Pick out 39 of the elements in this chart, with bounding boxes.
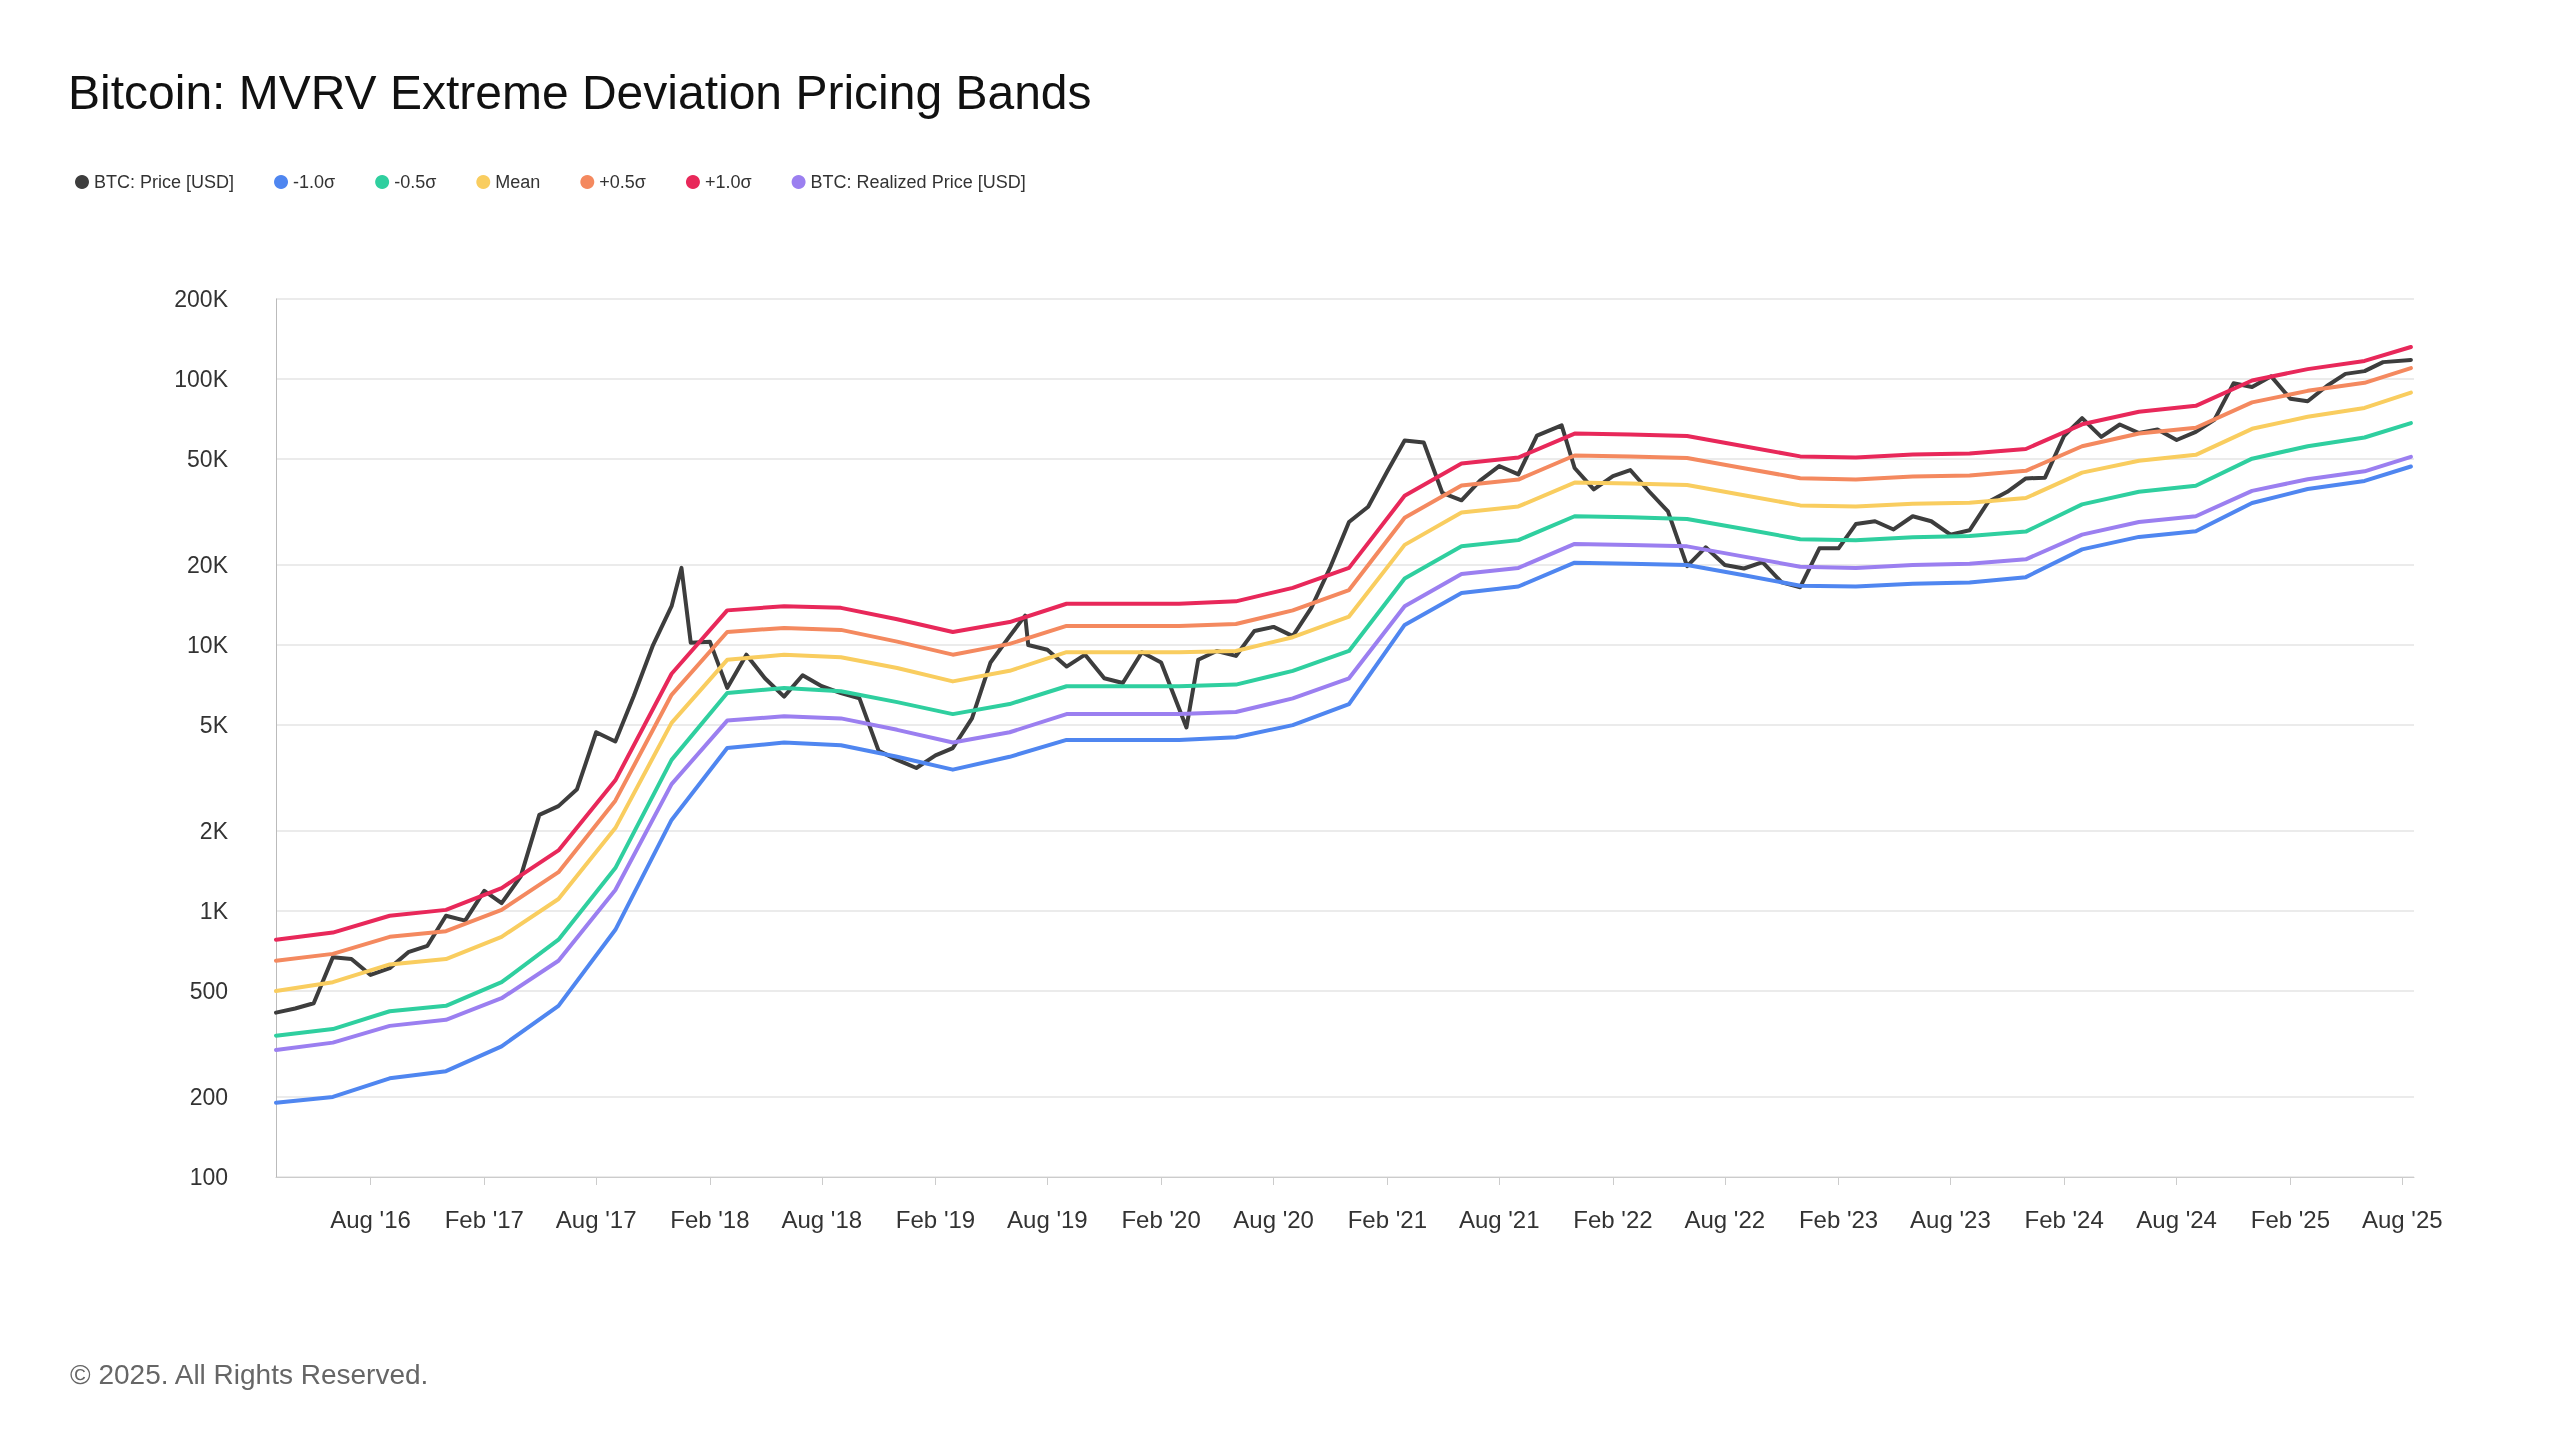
y-tick-label: 200 (189, 1083, 228, 1110)
y-tick-label: 100K (174, 366, 229, 393)
x-tick-label: Feb '22 (1573, 1205, 1653, 1233)
y-tick-label: 5K (199, 712, 229, 739)
legend-label: BTC: Realized Price [USD] (810, 172, 1026, 192)
y-tick-label: 200K (174, 286, 229, 312)
x-tick-label: Aug '19 (1007, 1205, 1088, 1233)
y-tick-label: 10K (187, 632, 229, 659)
x-tick-label: Feb '19 (895, 1205, 976, 1233)
x-tick-label: Aug '21 (1458, 1205, 1540, 1233)
legend-label: +1.0σ (704, 172, 752, 192)
text: © 2025. All Rights Reserved. (70, 1358, 429, 1390)
legend-label: Mean (495, 172, 541, 192)
y-tick-label: 500 (189, 978, 228, 1005)
x-tick-label: Feb '21 (1347, 1205, 1427, 1233)
x-tick-label: Feb '20 (1121, 1205, 1201, 1233)
legend-label: +0.5σ (599, 172, 646, 192)
legend-label: -1.0σ (293, 172, 336, 192)
chart-title: Bitcoin: MVRV Extreme Deviation Pricing Bands (68, 65, 1092, 119)
y-tick-label: 1K (199, 898, 229, 925)
x-tick-label: Aug '23 (1910, 1205, 1991, 1233)
y-tick-label: 50K (187, 446, 229, 473)
x-tick-label: Feb '25 (2250, 1205, 2331, 1233)
legend-label: -0.5σ (394, 172, 437, 192)
x-tick-label: Feb '24 (2024, 1205, 2104, 1233)
x-tick-label: Aug '16 (330, 1205, 411, 1233)
y-tick-label: 100 (189, 1164, 228, 1190)
x-tick-label: Aug '25 (2361, 1205, 2443, 1233)
y-tick-label: 20K (187, 551, 229, 578)
x-tick-label: Aug '22 (1684, 1205, 1766, 1233)
x-tick-label: Feb '18 (670, 1205, 750, 1233)
legend-label: BTC: Price [USD] (94, 172, 235, 192)
x-tick-label: Feb '17 (444, 1205, 524, 1233)
x-tick-label: Aug '20 (1233, 1205, 1314, 1233)
x-tick-label: Aug '24 (2136, 1205, 2217, 1233)
x-tick-label: Aug '18 (781, 1205, 863, 1233)
y-tick-label: 2K (199, 817, 229, 844)
x-tick-label: Feb '23 (1798, 1205, 1879, 1233)
x-tick-label: Aug '17 (555, 1205, 637, 1233)
